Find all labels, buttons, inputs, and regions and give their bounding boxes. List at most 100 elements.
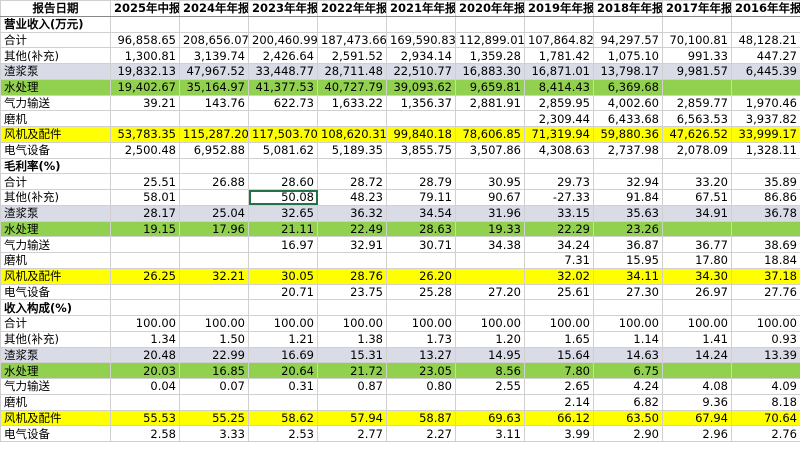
empty-cell <box>455 299 525 316</box>
header-cell: 报告日期 <box>0 0 111 17</box>
value-cell: 34.91 <box>662 204 732 222</box>
value-cell: 6,369.68 <box>593 78 663 96</box>
header-cell: 2023年年报 <box>248 0 318 17</box>
value-cell: 1.14 <box>593 330 663 348</box>
value-cell: 91.84 <box>593 189 663 206</box>
value-cell: 6.75 <box>593 362 663 379</box>
value-cell: 94,297.57 <box>593 31 663 49</box>
value-cell: 57.94 <box>317 409 387 427</box>
value-cell: 8.18 <box>731 393 800 411</box>
value-cell: 13,798.17 <box>593 63 663 80</box>
value-cell: 39.21 <box>110 94 180 112</box>
value-cell: 2,737.98 <box>593 141 663 159</box>
value-cell: 28.76 <box>317 267 387 285</box>
value-cell: 1,970.46 <box>731 94 800 112</box>
value-cell: 25.61 <box>524 283 594 301</box>
row-label: 风机及配件 <box>0 267 111 285</box>
value-cell: 39,093.62 <box>386 78 456 96</box>
value-cell: 27.76 <box>731 283 800 301</box>
empty-cell <box>662 15 732 33</box>
empty-cell <box>110 110 180 127</box>
value-cell: 1,356.37 <box>386 94 456 112</box>
value-cell: 2.55 <box>455 378 525 395</box>
data-row: 风机及配件 26.25 32.21 30.05 28.76 26.20 32.02 34.11… <box>0 267 800 285</box>
value-cell: 20.64 <box>248 362 318 379</box>
value-cell: 32.21 <box>179 267 249 285</box>
data-row: 风机及配件 53,783.35 115,287.20 117,503.70 108,62… <box>0 126 800 143</box>
empty-cell <box>731 299 800 316</box>
empty-cell <box>731 220 800 238</box>
value-cell: 55.53 <box>110 409 180 427</box>
value-cell: 100.00 <box>731 315 800 332</box>
row-label: 磨机 <box>0 252 111 269</box>
row-label: 水处理 <box>0 78 111 96</box>
empty-cell <box>317 157 387 175</box>
value-cell: 100.00 <box>524 315 594 332</box>
value-cell: 4.09 <box>731 378 800 395</box>
row-label: 其他(补充) <box>0 189 111 206</box>
row-label: 电气设备 <box>0 425 111 442</box>
data-row: 其他(补充) 58.01 50.08 48.23 79.11 90.67 -27.33 91.… <box>0 189 800 206</box>
value-cell: 200,460.99 <box>248 31 318 49</box>
empty-cell <box>110 252 180 269</box>
value-cell: 17.80 <box>662 252 732 269</box>
value-cell: 32.02 <box>524 267 594 285</box>
value-cell: 100.00 <box>386 315 456 332</box>
empty-cell <box>248 157 318 175</box>
value-cell: 50.08 <box>248 189 318 206</box>
empty-cell <box>455 157 525 175</box>
value-cell: 33.20 <box>662 173 732 190</box>
empty-cell <box>455 393 525 411</box>
value-cell: 19.33 <box>455 220 525 238</box>
value-cell: 20.03 <box>110 362 180 379</box>
header-cell: 2019年年报 <box>524 0 594 17</box>
row-label: 风机及配件 <box>0 126 111 143</box>
value-cell: 2,881.91 <box>455 94 525 112</box>
value-cell: 169,590.83 <box>386 31 456 49</box>
value-cell: 14.95 <box>455 346 525 364</box>
value-cell: 47,967.52 <box>179 63 249 80</box>
value-cell: 19,832.13 <box>110 63 180 80</box>
value-cell: 21.72 <box>317 362 387 379</box>
value-cell: 19,402.67 <box>110 78 180 96</box>
value-cell: 208,656.07 <box>179 31 249 49</box>
empty-cell <box>179 393 249 411</box>
value-cell: 22.49 <box>317 220 387 238</box>
empty-cell <box>593 15 663 33</box>
row-label: 其他(补充) <box>0 330 111 348</box>
value-cell: 3,937.82 <box>731 110 800 127</box>
value-cell: 14.63 <box>593 346 663 364</box>
value-cell: 100.00 <box>110 315 180 332</box>
value-cell: 2,078.09 <box>662 141 732 159</box>
section-row: 营业收入(万元) <box>0 15 800 33</box>
value-cell: 41,377.53 <box>248 78 318 96</box>
value-cell: 28.17 <box>110 204 180 222</box>
value-cell: 35.63 <box>593 204 663 222</box>
value-cell: 1,075.10 <box>593 47 663 64</box>
value-cell: 143.76 <box>179 94 249 112</box>
data-row: 气力输送 39.21 143.76 622.73 1,633.22 1,356.37 2,8… <box>0 94 800 112</box>
value-cell: 34.11 <box>593 267 663 285</box>
empty-cell <box>386 299 456 316</box>
empty-cell <box>317 252 387 269</box>
data-row: 合计 96,858.65 208,656.07 200,460.99 187,473.6… <box>0 31 800 49</box>
row-label: 渣浆泵 <box>0 63 111 80</box>
value-cell: 2.90 <box>593 425 663 442</box>
value-cell: 28,711.48 <box>317 63 387 80</box>
value-cell: 2.58 <box>110 425 180 442</box>
value-cell: 15.31 <box>317 346 387 364</box>
value-cell: 8,414.43 <box>524 78 594 96</box>
empty-cell <box>386 157 456 175</box>
header-cell: 2022年年报 <box>317 0 387 17</box>
row-label: 磨机 <box>0 393 111 411</box>
value-cell: 30.05 <box>248 267 318 285</box>
value-cell: 30.95 <box>455 173 525 190</box>
value-cell: 26.20 <box>386 267 456 285</box>
value-cell: 1.38 <box>317 330 387 348</box>
value-cell: 991.33 <box>662 47 732 64</box>
value-cell: 70,100.81 <box>662 31 732 49</box>
value-cell: 34.30 <box>662 267 732 285</box>
value-cell: 2,859.95 <box>524 94 594 112</box>
value-cell: 1.73 <box>386 330 456 348</box>
empty-cell <box>110 157 180 175</box>
